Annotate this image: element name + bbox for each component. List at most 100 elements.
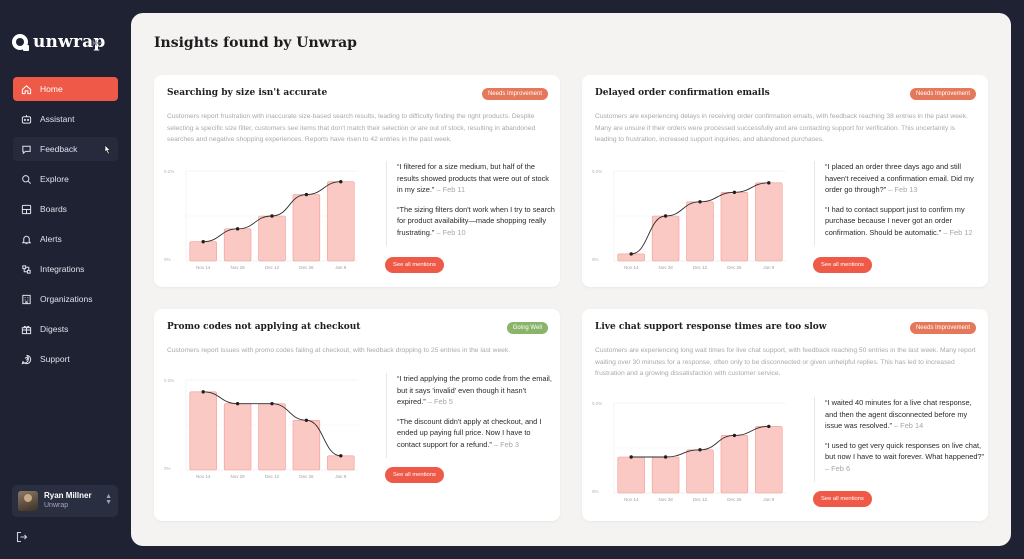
logout-icon[interactable] (15, 530, 29, 544)
see-all-mentions-button[interactable]: See all mentions (813, 257, 872, 273)
x-tick-label: Dec 26 (727, 265, 742, 270)
y-tick-label: 0% (164, 257, 171, 262)
trend-point (767, 424, 771, 429)
sidebar-nav: Home Assistant Feedback Explore Boards (13, 77, 118, 377)
home-icon (21, 84, 32, 95)
chart-bar (223, 403, 252, 471)
quote-item: “The discount didn't apply at checkout, … (397, 416, 542, 449)
avatar (18, 491, 38, 511)
insight-card: Promo codes not applying at checkout Goi… (154, 309, 560, 521)
quote-item: “I had to contact support just to confir… (825, 204, 973, 237)
quote-item: “I placed an order three days ago and st… (825, 162, 974, 194)
y-tick-label: 0% (592, 489, 599, 494)
x-tick-label: Nov 28 (230, 265, 245, 270)
x-tick-label: Dec 12 (265, 474, 280, 479)
chart-bar (258, 403, 286, 471)
sidebar-item-label: Support (40, 354, 70, 364)
brand[interactable]: unwrap (12, 30, 105, 54)
unwrap-logo-icon (12, 34, 29, 51)
x-tick-label: Nov 14 (624, 497, 639, 502)
sidebar-item-boards[interactable]: Boards (13, 197, 118, 221)
y-tick-label: 0.2% (592, 401, 602, 406)
card-description: Customers are experiencing delays in rec… (595, 113, 968, 143)
sidebar-item-digests[interactable]: Digests (13, 317, 118, 341)
trend-chart: 0.2% 0% Nov 14 Nov 28 Dec 12 Dec 26 Jan 9 (164, 378, 358, 479)
sidebar-item-integrations[interactable]: Integrations (13, 257, 118, 281)
y-tick-label: 0.2% (164, 378, 174, 383)
sidebar-item-alerts[interactable]: Alerts (13, 227, 118, 251)
trend-point (698, 200, 702, 204)
trend-point (629, 455, 633, 459)
sidebar-item-label: Digests (40, 324, 69, 334)
trend-point (767, 181, 771, 185)
sidebar-item-assistant[interactable]: Assistant (13, 107, 118, 131)
x-tick-label: Dec 12 (693, 265, 708, 270)
x-tick-label: Dec 26 (299, 474, 314, 479)
trend-chart: 0.2% 0% Nov 14 Nov 28 Dec 12 Dec 26 Jan 9 (592, 401, 786, 502)
quote-item: “I used to get very quick responses on l… (825, 440, 984, 473)
sidebar-item-explore[interactable]: Explore (13, 167, 118, 191)
sidebar-item-feedback[interactable]: Feedback (13, 137, 118, 161)
trend-point (270, 214, 274, 218)
user-switcher[interactable]: Ryan Millner Unwrap ▲ ▼ (12, 485, 118, 517)
y-tick-label: 0.2% (164, 169, 174, 174)
sidebar-item-label: Boards (40, 204, 67, 214)
trend-point (304, 192, 309, 197)
sidebar-item-label: Home (40, 84, 63, 94)
bell-icon (21, 234, 32, 245)
collapse-sidebar-icon[interactable]: ⇤ (92, 35, 103, 50)
page-title: Insights found by Unwrap (154, 35, 357, 51)
chart-bar (223, 228, 252, 262)
chart-bar (720, 192, 749, 262)
trend-point (235, 401, 240, 406)
feedback-icon (21, 144, 32, 155)
x-tick-label: Jan 9 (335, 265, 347, 270)
x-tick-label: Dec 26 (727, 497, 742, 502)
see-all-mentions-button[interactable]: See all mentions (385, 257, 444, 273)
sidebar-item-label: Integrations (40, 264, 85, 274)
chevron-updown-icon: ▲ ▼ (105, 493, 112, 506)
x-tick-label: Nov 28 (658, 497, 673, 502)
x-tick-label: Jan 9 (763, 497, 775, 502)
sidebar-item-label: Explore (40, 174, 69, 184)
chart-bar (686, 201, 714, 262)
trend-point (732, 190, 737, 195)
brand-name: unwrap (33, 32, 106, 52)
sidebar-item-home[interactable]: Home (13, 77, 118, 101)
trend-point (663, 455, 668, 459)
sidebar-item-support[interactable]: Support (13, 347, 118, 371)
chart-bar (327, 181, 355, 262)
sidebar-item-organizations[interactable]: Organizations (13, 287, 118, 311)
assistant-icon (21, 114, 32, 125)
card-description: Customers are experiencing long wait tim… (595, 347, 976, 377)
quote-item: “I filtered for a size medium, but half … (397, 162, 549, 194)
quotes-list: “I placed an order three days ago and st… (814, 161, 984, 246)
quotes-list: “I waited 40 minutes for a live chat res… (814, 397, 984, 482)
quote-item: “I waited 40 minutes for a live chat res… (825, 398, 972, 430)
boards-icon (21, 204, 32, 215)
chart-bar (292, 194, 321, 262)
trend-point (339, 180, 343, 184)
sidebar-item-label: Organizations (40, 294, 93, 304)
see-all-mentions-button[interactable]: See all mentions (813, 491, 872, 507)
trend-point (698, 448, 702, 452)
see-all-mentions-button[interactable]: See all mentions (385, 467, 444, 483)
user-org: Unwrap (44, 502, 69, 509)
x-tick-label: Jan 9 (763, 265, 775, 270)
trend-point (201, 240, 205, 244)
x-tick-label: Dec 12 (265, 265, 280, 270)
card-description: Customers report issues with promo codes… (167, 347, 511, 354)
y-tick-label: 0% (164, 466, 171, 471)
y-tick-label: 0.2% (592, 169, 602, 174)
x-tick-label: Nov 14 (196, 265, 211, 270)
card-title: Live chat support response times are too… (595, 322, 827, 332)
user-name: Ryan Millner (44, 491, 92, 500)
card-title: Searching by size isn't accurate (167, 88, 328, 98)
insight-card: Delayed order confirmation emails Needs … (582, 75, 988, 287)
gift-icon (21, 324, 32, 335)
trend-point (339, 454, 343, 458)
quotes-list: “I tried applying the promo code from th… (386, 373, 556, 458)
mouse-pointer-icon (104, 144, 111, 155)
quote-item: “The sizing filters don't work when I tr… (397, 204, 555, 237)
support-icon (21, 354, 32, 365)
